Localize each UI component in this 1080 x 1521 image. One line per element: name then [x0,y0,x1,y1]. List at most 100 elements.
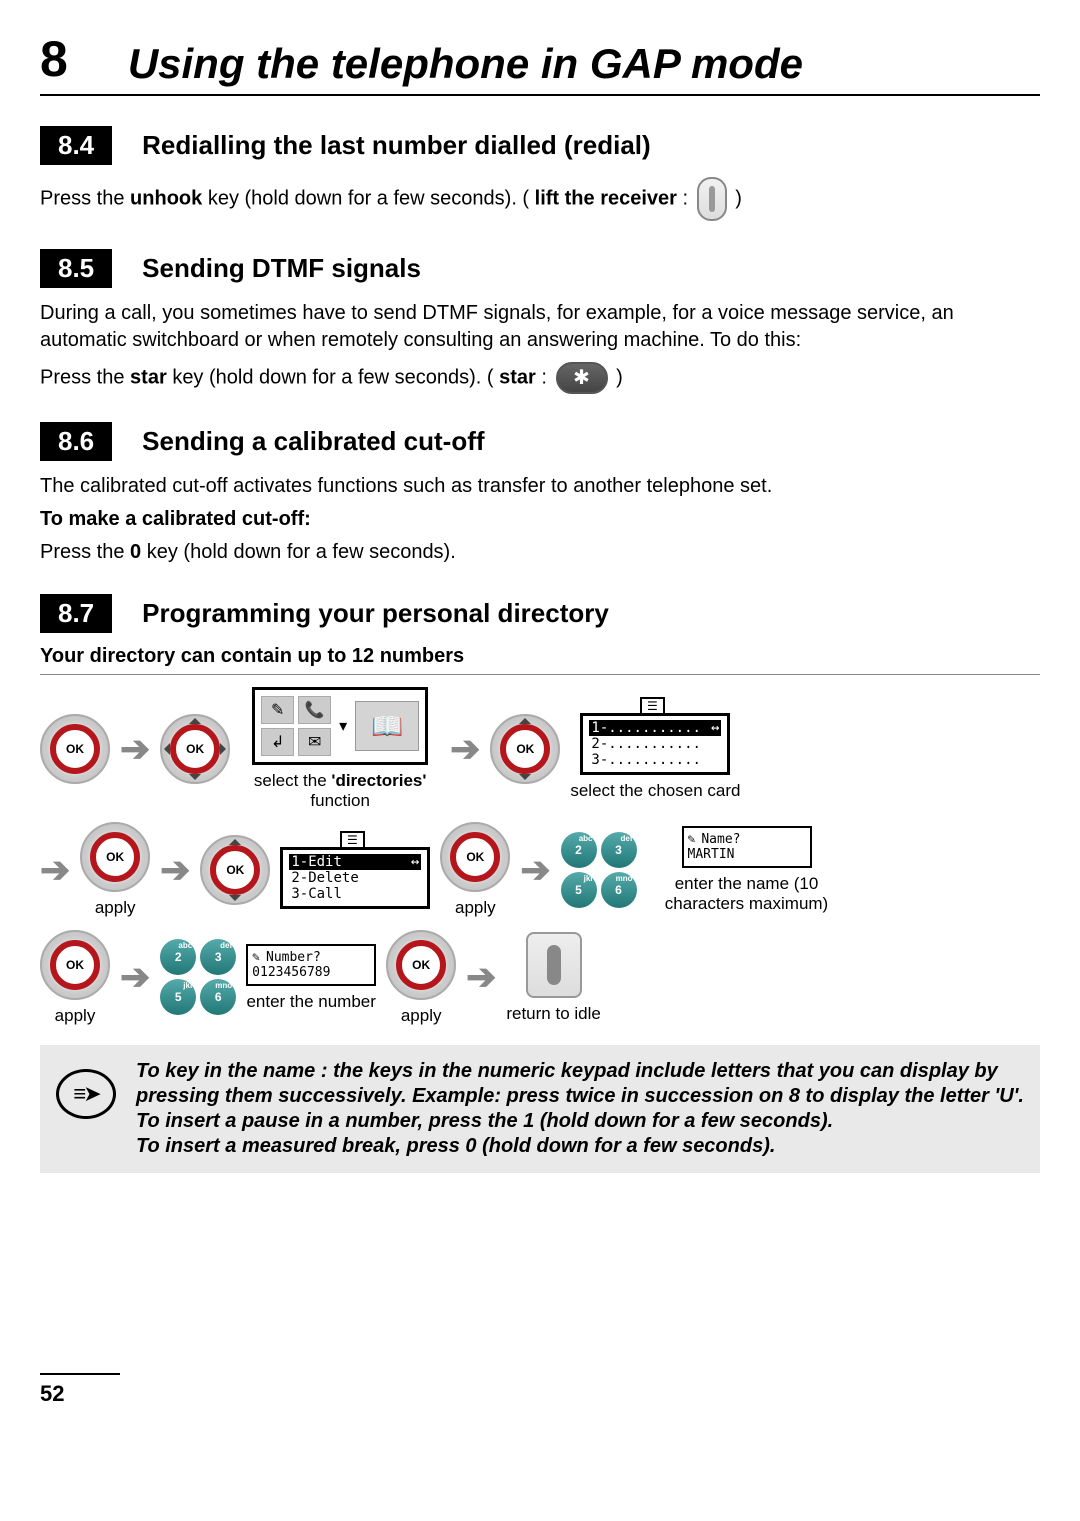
text: key (hold down for a few seconds). ( [208,187,529,209]
section-title: Programming your personal directory [142,598,609,629]
screen-number: ✎ Number? 0123456789 [246,944,376,986]
receiver-icon [697,177,727,221]
text: Press the [40,541,130,563]
arrow-icon: ➔ [450,728,480,770]
note-box: ≡➤ To key in the name : the keys in the … [40,1045,1040,1173]
keypad-icon: 2abc 3def 5jkl 6mno [160,939,236,1015]
key-name: 0 [130,541,141,563]
key-name: unhook [130,187,202,209]
step-apply2: OK apply [440,822,510,918]
prompt: Number? [266,950,321,965]
text: ) [616,366,623,388]
text: : [683,187,694,209]
pencil-icon: ✎ [252,950,260,965]
menu-icons: ✎📞↲✉ [261,696,331,756]
card-tab-icon: ☰ [640,697,665,713]
ok-button-icon: OK [50,724,100,774]
step-caption: enter the number [246,992,375,1012]
arrow-icon: ➔ [466,956,496,998]
star-key-icon: ✱ [556,362,608,394]
step-apply3: OK apply [40,930,110,1026]
page-number: 52 [40,1373,120,1407]
section-8-6-header: 8.6 Sending a calibrated cut-off [40,422,1040,461]
section-title: Sending a calibrated cut-off [142,426,484,457]
section-number: 8.7 [40,594,112,633]
arrow-icon: ➔ [160,849,190,891]
arrow-icon: ➔ [40,849,70,891]
flow-row-3: OK apply ➔ 2abc 3def 5jkl 6mno ✎ Number? … [40,930,1040,1026]
directories-caption: select the 'directories' function [240,771,440,810]
screen-list: 1-...........↔ 2-........... 3-.........… [580,713,730,775]
step-ok: OK [40,714,110,784]
menu-item: 3-Call [289,886,421,902]
value: MARTIN [688,847,806,862]
section-number: 8.5 [40,249,112,288]
chapter-title: Using the telephone in GAP mode [128,40,1040,88]
chapter-number: 8 [40,30,68,88]
section-8-4-header: 8.4 Redialling the last number dialled (… [40,126,1040,165]
key-name: star [130,366,167,388]
page-header: 8 Using the telephone in GAP mode [40,30,1040,96]
step-keypad2: 2abc 3def 5jkl 6mno [160,939,236,1015]
ok-button-icon: OK [396,940,446,990]
step-caption: apply [55,1006,96,1026]
step-caption: apply [401,1006,442,1026]
arrow-icon: ➔ [120,728,150,770]
step-caption: return to idle [506,1004,601,1024]
step-caption: apply [455,898,496,918]
step-caption: select the chosen card [570,781,740,801]
arrow-icon: ➔ [520,849,550,891]
step-name-screen: ✎ Name? MARTIN enter the name (10 charact… [647,826,847,913]
ok-nav-icon: OK [210,845,260,895]
step-apply1: OK apply [80,822,150,918]
ok-nav-icon: OK [170,724,220,774]
note-icon: ≡➤ [56,1069,116,1119]
keypad-icon: 2abc 3def 5jkl 6mno [561,832,637,908]
divider [40,674,1040,675]
section-title: Redialling the last number dialled (redi… [142,130,651,161]
step-caption: enter the name (10 characters maximum) [647,874,847,913]
list-item: 3-........... [589,752,721,768]
step-caption: apply [95,898,136,918]
arrow-icon: ➔ [120,956,150,998]
ok-nav-icon: OK [500,724,550,774]
note-line: To insert a measured break, press 0 (hol… [136,1134,1024,1159]
section-8-6-sub: To make a calibrated cut-off: [40,508,1040,531]
screen-name: ✎ Name? MARTIN [682,826,812,868]
directory-icon: 📖 [355,701,419,751]
step-menu: ☰ 1-Edit↔ 2-Delete 3-Call [280,831,430,909]
text: key (hold down for a few seconds). [147,541,456,563]
key-name: lift the receiver [535,187,677,209]
ok-button-icon: OK [90,832,140,882]
text: Press the [40,366,130,388]
step-number-screen: ✎ Number? 0123456789 enter the number [246,944,376,1012]
section-8-5-para: During a call, you sometimes have to sen… [40,300,1040,354]
value: 0123456789 [252,965,370,980]
flow-row-1: OK ➔ OK ✎📞↲✉ ▾ 📖 select the 'directories… [40,687,1040,810]
section-number: 8.4 [40,126,112,165]
note-line: To key in the name : the keys in the num… [136,1059,1024,1109]
step-nav3: OK [200,835,270,905]
text: ) [735,187,742,209]
pencil-icon: ✎ [688,832,696,847]
key-name: star [499,366,536,388]
ok-button-icon: OK [50,940,100,990]
prompt: Name? [701,832,740,847]
menu-item: 2-Delete [289,870,421,886]
list-item: 2-........... [589,736,721,752]
handset-icon [526,932,582,998]
section-8-4-text: Press the unhook key (hold down for a fe… [40,177,1040,221]
section-8-6-para: The calibrated cut-off activates functio… [40,473,1040,500]
card-tab-icon: ☰ [340,831,365,847]
step-nav: OK [160,714,230,784]
menu-item: 1-Edit [291,854,342,870]
section-8-6-text: Press the 0 key (hold down for a few sec… [40,539,1040,566]
section-title: Sending DTMF signals [142,253,421,284]
flow-diagram: OK ➔ OK ✎📞↲✉ ▾ 📖 select the 'directories… [40,687,1040,1025]
text: : [541,366,552,388]
screen-menu: 1-Edit↔ 2-Delete 3-Call [280,847,430,909]
step-apply4: OK apply [386,930,456,1026]
section-8-5-header: 8.5 Sending DTMF signals [40,249,1040,288]
text: Press the [40,187,130,209]
flow-row-2: ➔ OK apply ➔ OK ☰ 1-Edit↔ 2-Delete 3-Cal… [40,822,1040,918]
